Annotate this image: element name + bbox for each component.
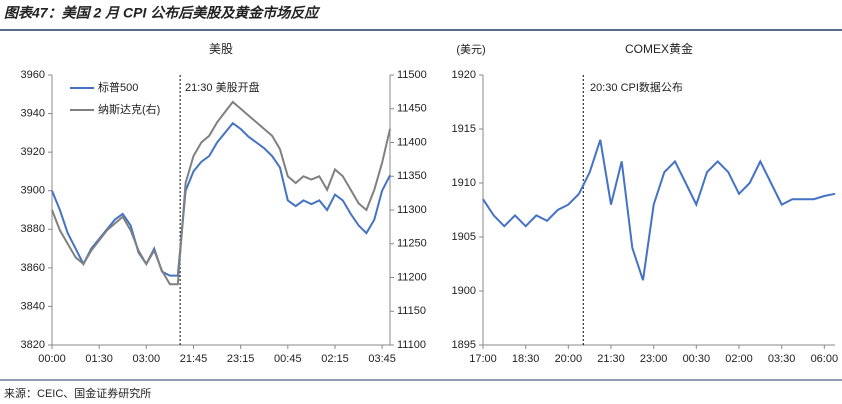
x-tick-label: 18:30 [512,353,540,365]
y2-tick-label: 11450 [397,103,427,115]
y2-tick-label: 11150 [397,305,426,317]
y-tick-label: 1895 [452,339,476,351]
y-tick-label: 3820 [21,339,45,351]
series-line [51,100,391,286]
y-tick-label: 3920 [21,146,45,158]
x-tick-label: 03:30 [768,353,796,365]
y2-tick-label: 11200 [397,271,427,283]
y-tick-label: 1920 [452,69,476,81]
x-tick-label: 06:00 [811,353,839,365]
annotation: 21:30 美股开盘 [185,80,260,94]
y-tick-label: 1910 [452,177,476,189]
x-tick-label: 02:00 [725,353,753,365]
x-tick-label: 21:45 [180,353,208,365]
y2-tick-label: 11100 [397,339,426,351]
y-tick-label: 1905 [452,231,476,243]
x-tick-label: 00:30 [683,353,711,365]
legend-label: 标普500 [98,80,138,94]
y2-tick-label: 11300 [397,204,427,216]
y-tick-label: 3960 [21,69,45,81]
x-tick-label: 23:15 [227,353,255,365]
series-line [51,121,391,277]
y-tick-label: 3860 [21,262,45,274]
y-tick-label: 3880 [21,223,45,235]
x-tick-label: 01:30 [85,353,113,365]
y-tick-label: 1915 [452,123,476,135]
chart-title: 美股 [209,42,233,56]
x-tick-label: 03:45 [368,353,396,365]
y2-tick-label: 11350 [397,170,427,182]
y-tick-label: 3840 [21,300,45,312]
x-tick-label: 23:00 [640,353,668,365]
y-tick-label: 3900 [21,185,45,197]
y-tick-label: 3940 [21,107,45,119]
x-tick-label: 21:30 [597,353,625,365]
y2-tick-label: 11250 [397,238,427,250]
x-tick-label: 02:15 [321,353,349,365]
x-tick-label: 17:00 [469,353,497,365]
y2-tick-label: 11400 [397,136,427,148]
x-tick-label: 00:00 [38,353,66,365]
y-tick-label: 1900 [452,285,476,297]
legend-label: 纳斯达克(右) [98,102,160,116]
page-title: 图表47：美国 2 月 CPI 公布后美股及黄金市场反应 [4,5,321,21]
annotation: 20:30 CPI数据公布 [590,80,683,94]
x-tick-label: 00:45 [274,353,302,365]
x-tick-label: 20:00 [555,353,583,365]
source: 来源：CEIC、国金证券研究所 [4,386,151,400]
series-line [482,139,836,281]
y2-tick-label: 11500 [397,69,427,81]
x-tick-label: 03:00 [133,353,161,365]
chart-title: COMEX黄金 [625,41,693,56]
y-axis-label: (美元) [456,43,485,56]
